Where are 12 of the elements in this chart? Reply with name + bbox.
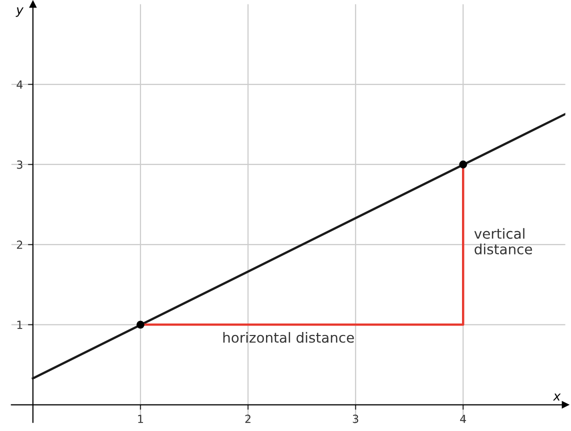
y-axis-title: y	[16, 7, 24, 17]
x-tick-label: 4	[460, 414, 466, 423]
y-tick-label: 3	[16, 160, 22, 169]
y-tick-label: 2	[16, 240, 22, 249]
x-tick-label: 1	[138, 414, 143, 423]
y-tick-label: 1	[17, 320, 22, 329]
annotation: vertical distance	[474, 228, 532, 254]
annotation: horizontal distance	[223, 332, 354, 343]
x-axis-title: x	[552, 394, 561, 401]
x-tick-label: 3	[352, 414, 358, 424]
y-tick-label: 4	[16, 80, 23, 89]
x-tick-label: 2	[245, 414, 250, 423]
